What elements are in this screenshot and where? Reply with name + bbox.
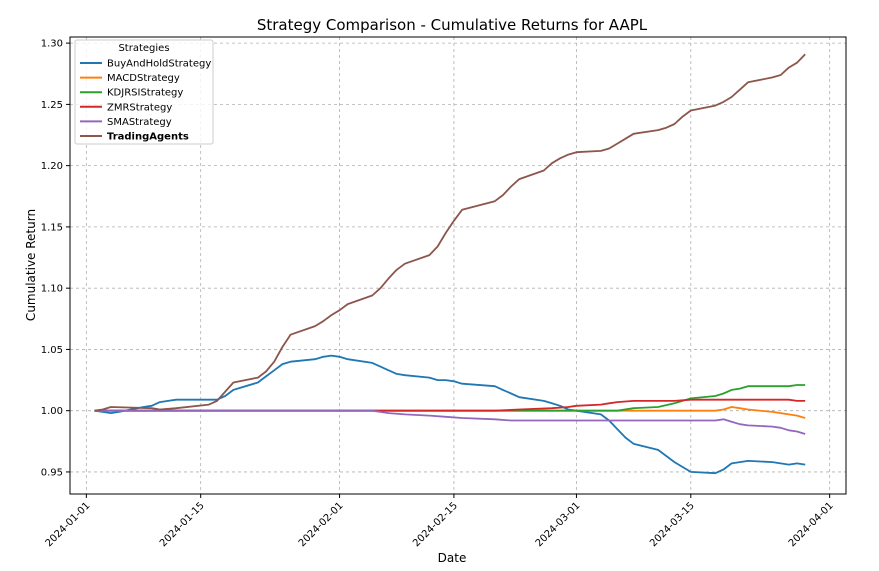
y-tick-label: 1.15 <box>41 222 63 233</box>
series-line-smastrategy <box>94 409 806 435</box>
chart-title: Strategy Comparison - Cumulative Returns… <box>257 16 648 34</box>
legend-label-buyandholdstrategy: BuyAndHoldStrategy <box>107 59 211 70</box>
x-axis-ticks: 2024-01-01 2024-01-15 2024-02-01 2024-02-15… <box>44 494 836 549</box>
y-axis-ticks: 0.95 1.00 1.05 1.10 1.15 1.20 1.25 1.30 <box>41 39 70 478</box>
x-tick-label: 2024-01-01 <box>44 500 93 549</box>
legend-label-macdstrategy: MACDStrategy <box>107 73 180 84</box>
series-line-kdjrsistrategy <box>94 384 806 412</box>
x-tick-label: 2024-03-15 <box>648 500 697 549</box>
legend-title: Strategies <box>118 43 169 54</box>
plot-frame <box>69 36 847 495</box>
series-line-zmrstrategy <box>94 398 806 412</box>
legend-label-smastrategy: SMAStrategy <box>107 117 172 128</box>
x-tick-label: 2024-02-15 <box>411 500 460 549</box>
y-tick-label: 1.30 <box>41 39 63 50</box>
y-axis-label: Cumulative Return <box>24 209 38 321</box>
y-tick-label: 1.10 <box>41 284 63 295</box>
legend: Strategies BuyAndHoldStrategy MACDStrateg… <box>74 39 214 145</box>
series-lines <box>94 53 806 475</box>
legend-frame <box>74 39 214 145</box>
legend-items: BuyAndHoldStrategy MACDStrategy KDJRSIStra… <box>80 59 211 143</box>
y-tick-label: 0.95 <box>41 467 63 478</box>
series-line-tradingagents <box>94 53 806 412</box>
legend-label-tradingagents: TradingAgents <box>107 132 189 143</box>
legend-label-kdjrsistrategy: KDJRSIStrategy <box>107 88 183 99</box>
y-tick-label: 1.05 <box>41 345 63 356</box>
x-tick-label: 2024-02-01 <box>297 500 346 549</box>
legend-label-zmrstrategy: ZMRStrategy <box>107 102 172 113</box>
y-tick-label: 1.00 <box>41 406 63 417</box>
x-tick-label: 2024-03-01 <box>534 500 583 549</box>
x-axis-label: Date <box>438 551 467 565</box>
y-tick-label: 1.20 <box>41 161 63 172</box>
y-tick-label: 1.25 <box>41 100 63 111</box>
x-tick-label: 2024-01-15 <box>158 500 207 549</box>
x-tick-label: 2024-04-01 <box>787 500 836 549</box>
